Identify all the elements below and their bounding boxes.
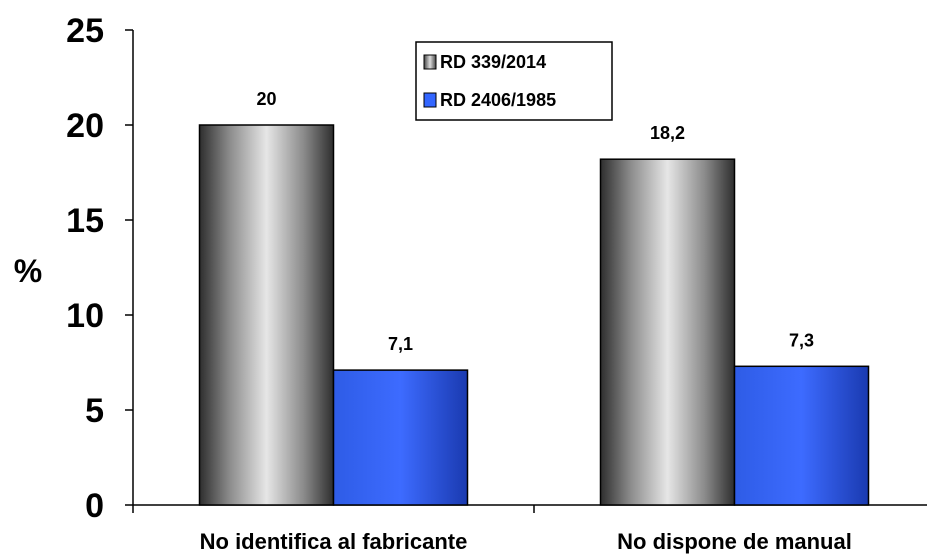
y-axis: 0 5 10 15 20 25 xyxy=(66,12,134,525)
legend-swatch-rd-339-2014 xyxy=(423,54,437,70)
y-ticks: 0 5 10 15 20 25 xyxy=(66,12,133,525)
y-tick-label: 5 xyxy=(85,392,104,430)
category-labels: No identifica al fabricante No dispone de… xyxy=(200,529,852,554)
bar-rd-339-2014-1 xyxy=(599,158,736,506)
legend-label-rd-2406-1985: RD 2406/1985 xyxy=(440,90,556,110)
legend: RD 339/2014 RD 2406/1985 xyxy=(415,41,613,121)
data-labels: 20 7,1 18,2 7,3 xyxy=(256,89,814,354)
y-tick-label: 10 xyxy=(66,297,104,335)
bars xyxy=(198,124,870,506)
bar-rd-2406-1985-1 xyxy=(733,365,870,506)
x-ticks xyxy=(132,505,535,513)
y-axis-title: % xyxy=(14,253,42,289)
bar-rd-2406-1985-0 xyxy=(332,369,469,506)
x-axis xyxy=(132,504,927,513)
bar-value-label: 7,3 xyxy=(789,330,814,350)
category-label: No dispone de manual xyxy=(617,529,852,554)
bar-value-label: 20 xyxy=(256,89,276,109)
y-tick-label: 0 xyxy=(85,487,104,525)
legend-box xyxy=(415,41,613,121)
y-tick-label: 25 xyxy=(66,12,104,50)
y-tick-label: 20 xyxy=(66,107,104,145)
bar-value-label: 7,1 xyxy=(388,334,413,354)
legend-swatch-rd-2406-1985 xyxy=(423,92,437,108)
category-label: No identifica al fabricante xyxy=(200,529,468,554)
y-tick-label: 15 xyxy=(66,202,104,240)
bar-value-label: 18,2 xyxy=(650,123,685,143)
legend-label-rd-339-2014: RD 339/2014 xyxy=(440,52,546,72)
bar-rd-339-2014-0 xyxy=(198,124,335,506)
